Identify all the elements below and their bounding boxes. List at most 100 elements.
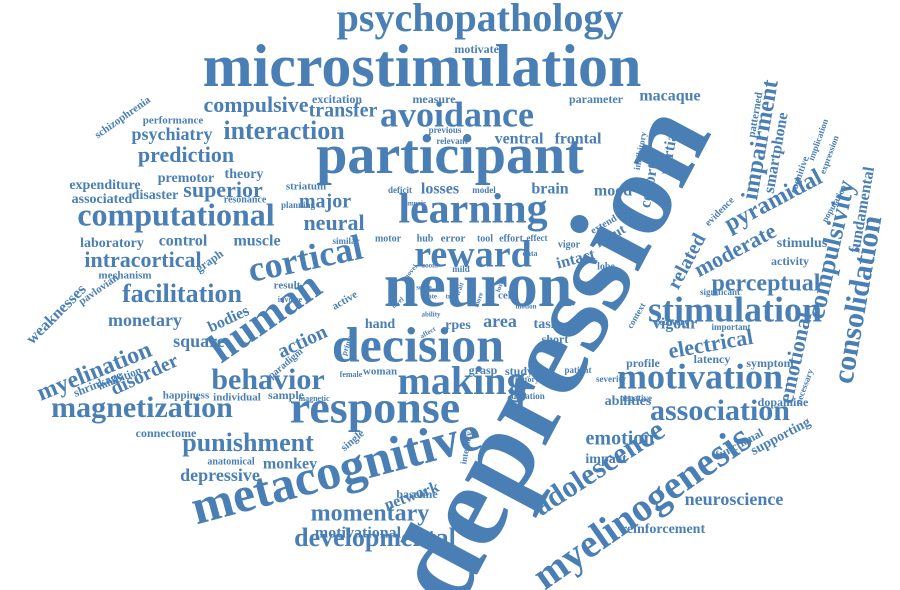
cloud-word-tool: tool	[477, 233, 493, 244]
cloud-word-anatomical: anatomical	[207, 456, 254, 467]
cloud-word-hand: hand	[365, 317, 396, 332]
cloud-word-making: making	[398, 358, 527, 403]
cloud-word-muscle: muscle	[233, 233, 280, 250]
cloud-word-area: area	[483, 311, 517, 331]
cloud-word-recovery: recovery	[655, 317, 689, 327]
cloud-word-excitation: excitation	[312, 92, 362, 106]
cloud-word-superior: superior	[183, 177, 263, 202]
cloud-word-planning: planning	[281, 200, 316, 210]
cloud-word-previous: previous	[429, 125, 462, 135]
cloud-word-ability: ability	[421, 311, 441, 319]
cloud-word-weaknesses: weaknesses	[23, 281, 90, 348]
cloud-word-patient: patient	[565, 365, 592, 375]
cloud-word-disaster: disaster	[132, 188, 179, 203]
cloud-word-rate: rate	[425, 293, 437, 301]
cloud-word-facilitation: facilitation	[122, 279, 242, 308]
cloud-word-perceptual: perceptual	[712, 271, 821, 297]
cloud-word-vigour: vigour	[653, 316, 697, 333]
cloud-word-monetary: monetary	[108, 310, 182, 330]
cloud-word-neural: neural	[303, 210, 364, 235]
cloud-word-latency: latency	[694, 352, 731, 366]
cloud-word-microstimulation: microstimulation	[203, 33, 642, 99]
cloud-word-similar: similar	[333, 236, 360, 246]
cloud-word-symptom: symptom	[746, 356, 793, 370]
cloud-word-happiness: happiness	[163, 390, 210, 402]
cloud-word-hub: hub	[417, 233, 434, 244]
cloud-word-psychiatry: psychiatry	[132, 124, 213, 144]
cloud-word-magnetic: magnetic	[298, 394, 330, 403]
cloud-word-neuron: neuron	[384, 252, 572, 320]
cloud-word-laboratory: laboratory	[80, 236, 144, 251]
cloud-word-active: active	[330, 288, 360, 312]
cloud-word-mood: mood	[594, 183, 632, 200]
cloud-word-decision: decision	[332, 316, 504, 372]
cloud-word-psychopathology: psychopathology	[337, 0, 624, 40]
cloud-word-motion: motion	[516, 303, 537, 311]
cloud-word-stimulation: stimulation	[648, 289, 822, 329]
cloud-word-severity: severity	[596, 374, 626, 384]
cloud-word-brain: brain	[531, 181, 568, 198]
cloud-word-trial: trial	[446, 293, 459, 301]
cloud-word-magnetization: magnetization	[51, 391, 233, 424]
cloud-word-motor: motor	[375, 233, 402, 244]
cloud-word-impact: impact	[585, 452, 627, 467]
cloud-word-result: result	[274, 280, 301, 292]
cloud-word-measure: measure	[412, 92, 456, 106]
cloud-word-motivation: motivation	[617, 356, 783, 396]
cloud-word-losses: losses	[421, 181, 459, 198]
cloud-word-significant: significant	[700, 287, 740, 297]
cloud-word-mechanism: mechanism	[98, 270, 151, 282]
cloud-word-macaque: macaque	[639, 88, 700, 105]
cloud-word-involve: involve	[278, 295, 303, 304]
cloud-word-punishment: punishment	[182, 428, 314, 457]
cloud-word-emotion: emotion	[586, 428, 655, 450]
cloud-word-participant: participant	[316, 124, 584, 186]
cloud-word-grasp: grasp	[469, 363, 498, 377]
cloud-word-sense: sense	[416, 284, 432, 292]
cloud-word-premotor: premotor	[158, 171, 215, 186]
cloud-word-expenditure: expenditure	[69, 178, 140, 193]
cloud-word-performance: performance	[143, 115, 204, 127]
cloud-word-model: model	[472, 185, 496, 195]
cloud-word-control: control	[159, 233, 208, 250]
cloud-word-woman: woman	[363, 366, 397, 378]
cloud-word-neuroscience: neuroscience	[685, 489, 784, 509]
cloud-word-prediction: prediction	[138, 142, 234, 167]
cloud-word-history: history	[515, 375, 539, 384]
cloud-word-duration: duration	[511, 391, 545, 401]
cloud-word-zoom: zoom	[422, 262, 438, 270]
cloud-word-reward: reward	[414, 234, 532, 276]
cloud-word-momentary: momentary	[311, 501, 430, 527]
cloud-word-association: association	[650, 394, 790, 427]
cloud-word-frontal: frontal	[555, 131, 602, 148]
cloud-word-parameter: parameter	[569, 92, 624, 106]
cloud-word-effort: effort	[499, 233, 524, 244]
cloud-word-intracortical: intracortical	[84, 247, 201, 272]
cloud-word-deficit: deficit	[388, 185, 412, 195]
cloud-word-abilities: abilities	[605, 394, 652, 409]
cloud-word-motivated: motivated	[454, 42, 506, 56]
cloud-word-short: short	[542, 332, 569, 346]
cloud-word-response: response	[290, 382, 460, 433]
cloud-word-study: study	[505, 364, 533, 378]
cloud-word-associated: associated	[72, 192, 133, 207]
cloud-word-ventral: ventral	[495, 131, 544, 148]
cloud-word-negative: negative	[620, 393, 652, 403]
cloud-word-monkey: monkey	[263, 456, 317, 473]
cloud-word-compulsive: compulsive	[203, 92, 308, 117]
cloud-word-error: error	[441, 233, 466, 245]
cloud-word-learning: learning	[398, 187, 547, 233]
cloud-word-major: major	[299, 191, 351, 213]
cloud-word-activity: activity	[771, 254, 809, 268]
cloud-word-striatum: striatum	[286, 181, 326, 193]
cloud-word-developmental: developmental	[294, 523, 456, 552]
cloud-word-effect: effect	[527, 233, 548, 243]
cloud-word-avoidance: avoidance	[380, 94, 534, 134]
cloud-word-stimulus: stimulus	[777, 236, 828, 251]
cloud-word-transfer: transfer	[309, 100, 378, 122]
cloud-word-depressive: depressive	[180, 465, 260, 485]
cloud-word-task: task	[534, 317, 559, 332]
cloud-word-dopamine: dopamine	[758, 395, 809, 409]
